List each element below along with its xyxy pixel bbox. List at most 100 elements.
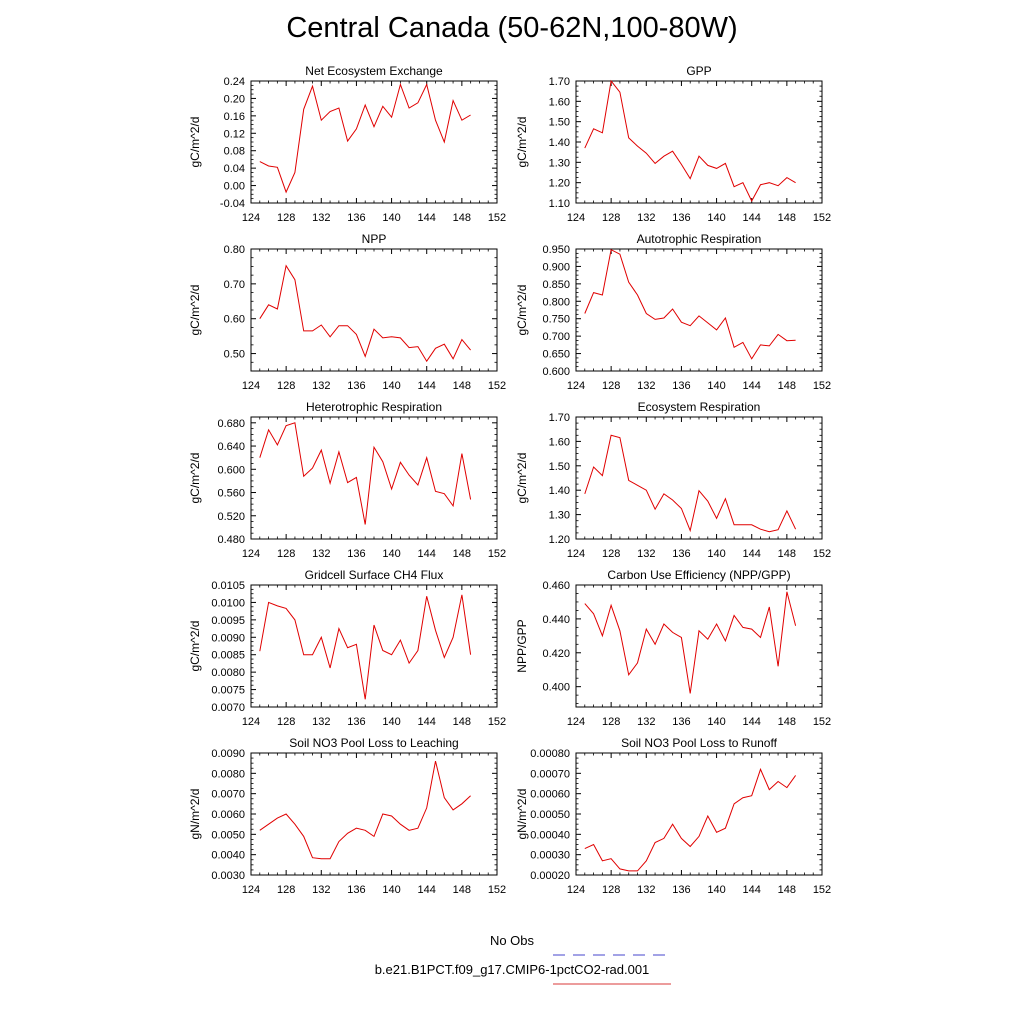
y-axis-label: gN/m^2/d [188, 789, 202, 840]
series-line [584, 79, 796, 203]
series-line [259, 264, 471, 363]
series-line [259, 760, 471, 860]
y-tick-label: 1.60 [549, 96, 570, 108]
y-tick-label: 0.00080 [530, 748, 570, 760]
legend-label-no-obs: No Obs [489, 933, 535, 948]
y-tick-label: 0.560 [217, 488, 245, 500]
y-tick-label: 0.04 [224, 163, 245, 175]
y-tick-label: 0.00020 [530, 870, 570, 882]
y-tick-label: 0.60 [224, 314, 245, 326]
plot-frame [250, 248, 498, 372]
y-tick-label: 0.480 [217, 534, 245, 546]
y-tick-label: 0.0080 [211, 667, 245, 679]
y-tick-label: 1.50 [549, 117, 570, 129]
x-tick-label: 136 [672, 884, 690, 896]
x-tick-label: 124 [242, 380, 260, 392]
x-tick-label: 124 [242, 884, 260, 896]
x-tick-label: 128 [602, 884, 620, 896]
x-tick-label: 140 [382, 884, 400, 896]
y-tick-label: 0.0100 [211, 597, 245, 609]
y-tick-label: 0.0040 [211, 850, 245, 862]
x-tick-label: 144 [743, 716, 761, 728]
chart-autotrophic-respiration: Autotrophic Respiration 124 128 132 136 140 14… [515, 232, 831, 392]
x-tick-label: 132 [637, 884, 655, 896]
x-tick-label: 140 [382, 212, 400, 224]
x-tick-label: 144 [743, 548, 761, 560]
series-line [584, 248, 796, 360]
y-tick-label: 0.700 [542, 331, 570, 343]
chart-ecosystem-respiration: Ecosystem Respiration 124 128 132 136 140 144 1… [515, 400, 831, 560]
chart-title: Net Ecosystem Exchange [305, 64, 443, 78]
plot-frame [250, 80, 498, 204]
chart-title: NPP [362, 232, 387, 246]
y-axis-label: gC/m^2/d [515, 117, 529, 168]
x-tick-label: 132 [312, 212, 330, 224]
x-tick-label: 136 [672, 716, 690, 728]
chart-soil-no3-pool-loss-to-runoff: Soil NO3 Pool Loss to Runoff 124 128 132 136… [515, 736, 831, 896]
y-axis-label: gC/m^2/d [515, 285, 529, 336]
plot-frame [575, 248, 823, 372]
x-tick-label: 136 [672, 212, 690, 224]
x-tick-label: 140 [382, 716, 400, 728]
x-tick-label: 152 [813, 212, 831, 224]
x-tick-label: 128 [277, 884, 295, 896]
x-tick-label: 140 [707, 212, 725, 224]
x-tick-label: 128 [602, 212, 620, 224]
x-tick-label: 140 [707, 884, 725, 896]
series-line [259, 594, 472, 700]
x-tick-label: 152 [488, 380, 506, 392]
y-tick-label: 0.00050 [530, 809, 570, 821]
y-tick-label: 0.12 [224, 128, 245, 140]
y-tick-label: 0.00070 [530, 768, 570, 780]
y-axis-label: gN/m^2/d [515, 789, 529, 840]
chart-net-ecosystem-exchange: Net Ecosystem Exchange 124 128 132 136 140 144… [188, 64, 506, 224]
y-tick-label: 0.0085 [211, 650, 245, 662]
x-tick-label: 128 [277, 716, 295, 728]
x-tick-label: 152 [813, 548, 831, 560]
y-tick-label: 0.0030 [211, 870, 245, 882]
series-line [259, 422, 472, 525]
x-tick-label: 144 [418, 212, 436, 224]
chart-gpp: GPP 124 128 132 136 140 144 148 152 1.10 1.20 1.30 1… [515, 64, 831, 224]
y-tick-label: 0.520 [217, 511, 245, 523]
page-title: Central Canada (50-62N,100-80W) [286, 12, 738, 44]
y-tick-label: 1.30 [549, 510, 570, 522]
x-tick-label: 128 [602, 716, 620, 728]
x-tick-label: 148 [453, 212, 471, 224]
x-tick-label: 136 [672, 548, 690, 560]
x-tick-label: 144 [418, 380, 436, 392]
series-line [584, 767, 797, 872]
x-tick-label: 148 [778, 380, 796, 392]
y-tick-label: 0.0090 [211, 632, 245, 644]
x-tick-label: 124 [567, 548, 585, 560]
y-tick-label: 0.440 [542, 614, 570, 626]
x-tick-label: 132 [312, 716, 330, 728]
y-tick-label: 0.420 [542, 648, 570, 660]
y-tick-label: 1.30 [549, 157, 570, 169]
y-tick-label: 0.0105 [211, 580, 245, 592]
chart-title: Autotrophic Respiration [637, 232, 762, 246]
y-tick-label: 1.10 [549, 198, 570, 210]
x-tick-label: 148 [453, 716, 471, 728]
y-tick-label: 0.600 [542, 366, 570, 378]
y-tick-label: 1.40 [549, 485, 570, 497]
x-tick-label: 152 [488, 548, 506, 560]
x-tick-label: 144 [418, 884, 436, 896]
y-axis-label: gC/m^2/d [188, 453, 202, 504]
x-tick-label: 132 [312, 380, 330, 392]
x-tick-label: 152 [813, 380, 831, 392]
x-tick-label: 140 [707, 716, 725, 728]
x-tick-label: 148 [453, 548, 471, 560]
x-tick-label: 128 [277, 548, 295, 560]
y-axis-label: gC/m^2/d [188, 621, 202, 672]
plot-frame [250, 752, 498, 876]
y-tick-label: 0.00040 [530, 829, 570, 841]
x-tick-label: 144 [743, 380, 761, 392]
y-tick-label: 0.850 [542, 279, 570, 291]
x-tick-label: 128 [602, 380, 620, 392]
chart-title: Heterotrophic Respiration [306, 400, 442, 414]
chart-title: Ecosystem Respiration [638, 400, 761, 414]
y-axis-label: gC/m^2/d [515, 453, 529, 504]
x-tick-label: 148 [453, 380, 471, 392]
